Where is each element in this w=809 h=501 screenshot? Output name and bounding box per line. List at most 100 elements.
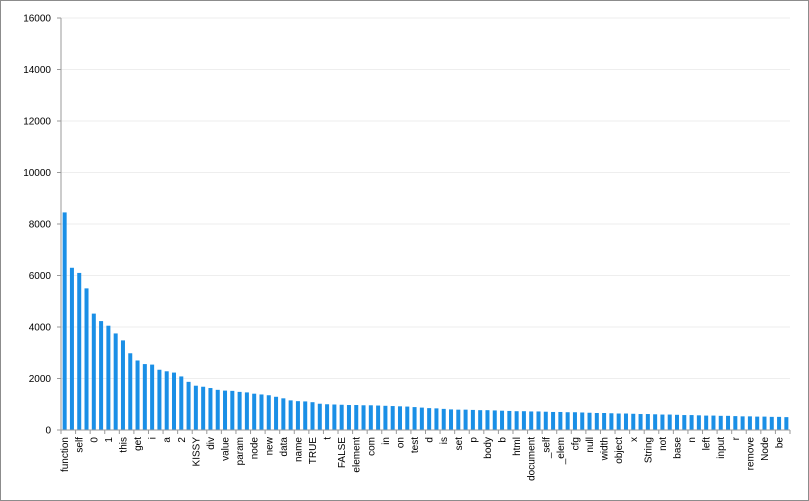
x-category-label: this [118,437,129,453]
x-category-label: html [512,437,523,456]
bar [747,416,752,430]
x-category-label: on [395,437,406,448]
bar [171,372,176,430]
x-category-label: not [658,437,669,451]
bar [521,411,526,430]
bar [733,416,738,430]
bar [303,401,308,430]
bar [704,415,709,430]
bar [653,414,658,430]
y-tick-label: 0 [45,426,51,437]
bar [485,410,490,430]
y-tick-label: 6000 [29,271,52,282]
bar [295,401,300,430]
bar [427,408,432,430]
bar [376,405,381,430]
x-category-label: in [381,437,392,445]
x-category-label: self [75,437,86,453]
bar [696,415,701,430]
gridlines [61,17,790,379]
bar [660,414,665,430]
bar [609,413,614,430]
x-axis [60,429,791,434]
x-category-label: p [468,437,479,443]
bar [711,415,716,430]
bar [142,364,147,430]
x-category-label: d [425,437,436,443]
bar [383,405,388,430]
bar [623,413,628,430]
bar [179,376,184,430]
bar [325,404,330,430]
y-tick-label: 12000 [23,117,51,128]
x-category-label: name [293,437,304,462]
bar [135,360,140,430]
bar [230,390,235,430]
bar [223,390,228,430]
bar [718,415,723,430]
bar [441,408,446,430]
x-category-label: x [629,437,640,442]
x-category-label: String [643,437,654,463]
x-category-label: t [323,437,334,440]
bar [631,413,636,430]
bar [120,340,125,430]
y-tick-label: 14000 [23,65,51,76]
bar [507,410,512,430]
bar [266,395,271,430]
bar [536,411,541,430]
x-category-label: base [673,437,684,459]
bar [84,288,89,430]
bar [689,415,694,430]
x-category-label: 2 [177,437,188,443]
x-category-label: KISSY [191,437,202,467]
bar [150,364,155,430]
bar [777,416,782,430]
bar [740,416,745,430]
bar [186,381,191,430]
x-category-label: i [148,437,159,439]
x-category-label: null [585,437,596,453]
y-axis: 0 2000 4000 6000 8000 10000 12000 14000 16000 [23,14,62,437]
bars [62,212,789,430]
bar [252,393,257,430]
bar [755,416,760,430]
bar [215,389,220,430]
x-category-label: r [731,436,742,440]
bar [594,413,599,430]
bar [164,371,169,430]
bar [558,411,563,430]
x-axis-labels: function self 0 1 this get i a 2 KISSY div value par… [60,436,785,481]
bar [784,417,789,430]
bar [616,413,621,430]
bar [361,405,366,430]
bar [244,392,249,430]
bar [77,272,82,430]
bar [193,385,198,430]
bar [405,406,410,430]
bar [565,412,570,430]
bar [529,411,534,430]
x-category-label: FALSE [337,437,348,468]
x-category-label: data [279,437,290,457]
bar [346,405,351,430]
bar [317,403,322,430]
bar [602,413,607,430]
x-category-label: document [527,437,538,481]
x-category-label: set [454,437,465,451]
bar [434,408,439,430]
x-category-label: Node [760,437,771,461]
bar [288,400,293,430]
bar [281,398,286,430]
x-category-label: 1 [104,437,115,443]
bar [726,415,731,430]
bar [675,414,680,430]
bar [500,410,505,430]
x-category-label: get [133,437,144,451]
y-tick-label: 10000 [23,168,51,179]
x-category-label: a [162,437,173,443]
x-category-label: body [483,437,494,459]
y-tick-label: 16000 [23,14,51,25]
